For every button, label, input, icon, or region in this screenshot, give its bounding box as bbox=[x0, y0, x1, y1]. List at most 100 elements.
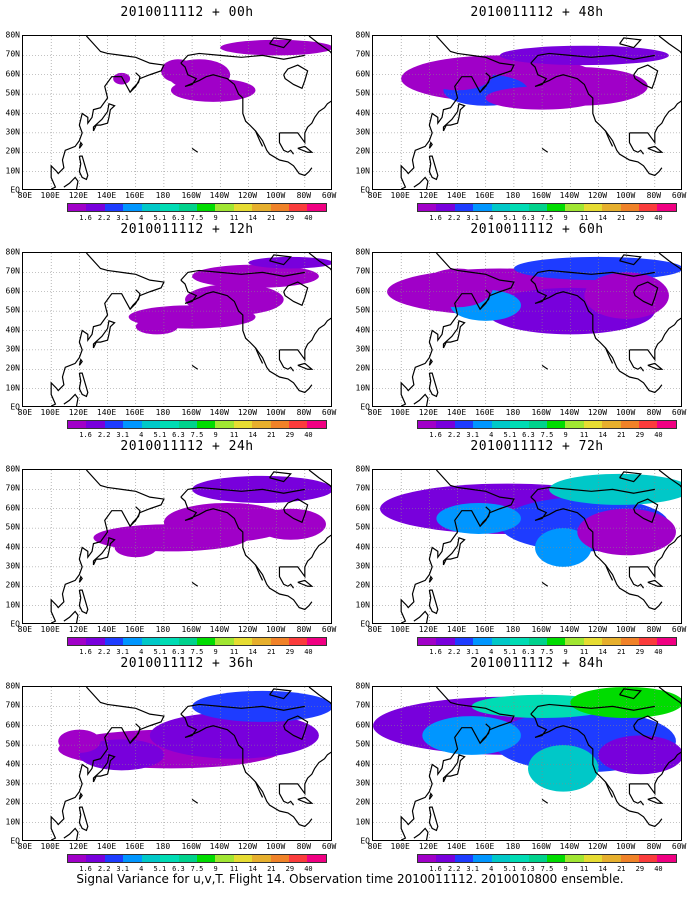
longitude-tick-label: 120E bbox=[418, 408, 438, 417]
coastline bbox=[308, 687, 331, 705]
coastline bbox=[279, 534, 331, 579]
colorbar-swatch bbox=[657, 204, 676, 211]
coastline bbox=[50, 253, 165, 406]
colorbar-swatch bbox=[454, 204, 474, 211]
latitude-axis: 80N 70N 60N 50N 40N 30N 20N 10N EQ bbox=[346, 248, 372, 412]
colorbar-level-label: 7.5 bbox=[190, 648, 204, 656]
coastline bbox=[413, 610, 429, 623]
colorbar-level-label: 29 bbox=[635, 214, 645, 222]
panel-title: 2010011112 + 72h bbox=[470, 439, 604, 454]
coastline bbox=[180, 703, 305, 715]
coastline bbox=[619, 254, 642, 266]
coastline bbox=[604, 130, 614, 147]
longitude-tick-label: 100W bbox=[265, 191, 286, 200]
colorbar-level-label: 40 bbox=[304, 648, 313, 656]
colorbar-level-label: 6.3 bbox=[172, 648, 185, 656]
coastline bbox=[78, 372, 89, 398]
colorbar-swatch bbox=[252, 638, 271, 645]
longitude-tick-label: 80E bbox=[17, 191, 33, 200]
latitude-tick-label: 20N bbox=[355, 580, 370, 590]
coastline bbox=[658, 253, 681, 271]
coastline bbox=[428, 141, 433, 149]
coastline bbox=[129, 506, 141, 527]
longitude-tick-label: 120E bbox=[418, 625, 438, 634]
coastline bbox=[413, 827, 429, 840]
colorbar-swatch bbox=[418, 638, 437, 645]
latitude-tick-label: 70N bbox=[5, 483, 20, 493]
longitude-axis: 80E 100E 120E 140E 160E 180 160W 140W 120W 100W 80… bbox=[18, 625, 337, 637]
colorbar-swatch bbox=[233, 204, 253, 211]
longitude-tick-label: 140E bbox=[96, 191, 117, 200]
longitude-tick-label: 60W bbox=[671, 842, 687, 851]
colorbar-swatch bbox=[178, 421, 197, 428]
colorbar-swatch bbox=[546, 638, 566, 645]
coastline bbox=[180, 52, 305, 64]
coastline bbox=[633, 715, 659, 741]
coastline bbox=[92, 537, 116, 566]
longitude-tick-label: 180 bbox=[155, 191, 171, 200]
colorbar-labels: 1.6 2.2 3.1 4 5.1 6.3 7.5 9 11 14 21 29 40 bbox=[67, 214, 327, 224]
latitude-tick-label: 10N bbox=[5, 817, 20, 827]
colorbar-swatch bbox=[546, 421, 566, 428]
latitude-tick-label: EQ bbox=[360, 402, 370, 412]
colorbar-swatch bbox=[104, 421, 124, 428]
longitude-tick-label: 160E bbox=[125, 842, 145, 851]
coastline bbox=[278, 132, 295, 155]
coastline bbox=[541, 364, 549, 370]
coastline bbox=[658, 687, 681, 705]
coastline bbox=[78, 806, 89, 832]
longitude-tick-label: 140W bbox=[559, 408, 579, 417]
colorbar-level-label: 1.6 bbox=[429, 648, 442, 656]
longitude-axis: 80E 100E 120E 140E 160E 180 160W 140W 120W 100W 80… bbox=[368, 625, 687, 637]
colorbar-level-label: 9 bbox=[563, 431, 568, 439]
colorbar-swatch bbox=[491, 638, 511, 645]
longitude-tick-label: 100W bbox=[615, 191, 636, 200]
colorbar-level-label: 11 bbox=[579, 648, 589, 656]
coastline bbox=[278, 566, 295, 589]
longitude-tick-label: 80E bbox=[17, 408, 33, 417]
colorbar-level-label: 40 bbox=[654, 431, 663, 439]
latitude-tick-label: 70N bbox=[355, 49, 370, 59]
colorbar-level-label: 40 bbox=[304, 865, 313, 873]
colorbar-level-label: 5.1 bbox=[153, 214, 167, 222]
colorbar-swatch bbox=[546, 855, 566, 862]
colorbar-swatch bbox=[418, 855, 437, 862]
coastline bbox=[428, 792, 433, 800]
panel-title: 2010011112 + 24h bbox=[120, 439, 254, 454]
colorbar-level-label: 4 bbox=[139, 648, 144, 656]
coastline bbox=[279, 751, 331, 796]
colorbar-swatch bbox=[86, 204, 105, 211]
latitude-tick-label: 20N bbox=[355, 797, 370, 807]
colorbar-level-label: 5.1 bbox=[503, 214, 517, 222]
latitude-tick-label: 40N bbox=[355, 325, 370, 334]
coastline bbox=[629, 100, 681, 145]
colorbar-swatch bbox=[68, 855, 87, 862]
panel-title: 2010011112 + 84h bbox=[470, 656, 604, 671]
colorbar-level-label: 29 bbox=[285, 865, 295, 873]
coastline bbox=[92, 320, 116, 349]
latitude-tick-label: 70N bbox=[355, 700, 370, 710]
colorbar-swatch bbox=[86, 855, 105, 862]
colorbar-level-label: 1.6 bbox=[79, 648, 92, 656]
colorbar-level-label: 5.1 bbox=[503, 648, 517, 656]
coastline bbox=[400, 687, 515, 840]
colorbar-swatch bbox=[215, 421, 234, 428]
latitude-tick-label: 60N bbox=[5, 503, 20, 513]
longitude-tick-label: 80E bbox=[17, 842, 33, 851]
colorbar-level-label: 3.1 bbox=[466, 214, 480, 222]
colorbar-level-label: 7.5 bbox=[540, 431, 554, 439]
latitude-tick-label: 60N bbox=[355, 720, 370, 730]
latitude-tick-label: 30N bbox=[355, 344, 370, 354]
coastline bbox=[530, 279, 663, 394]
colorbar-level-label: 6.3 bbox=[522, 431, 535, 439]
colorbar-level-label: 2.2 bbox=[97, 214, 111, 222]
coastline bbox=[658, 36, 681, 54]
latitude-tick-label: EQ bbox=[10, 619, 20, 629]
coastline bbox=[604, 347, 614, 364]
coastline bbox=[180, 486, 305, 498]
coastline bbox=[180, 269, 305, 281]
longitude-tick-label: 60W bbox=[671, 625, 687, 634]
longitude-tick-label: 60W bbox=[321, 625, 337, 634]
latitude-axis: 80N 70N 60N 50N 40N 30N 20N 10N EQ bbox=[0, 682, 22, 846]
colorbar-swatch bbox=[307, 638, 326, 645]
